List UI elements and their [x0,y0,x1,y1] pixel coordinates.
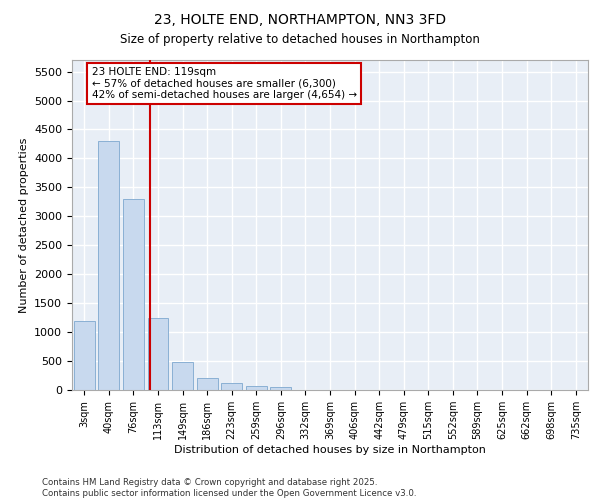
Bar [197,378,218,390]
Text: 23 HOLTE END: 119sqm
← 57% of detached houses are smaller (6,300)
42% of semi-de: 23 HOLTE END: 119sqm ← 57% of detached h… [92,67,357,100]
Bar [271,387,292,390]
Bar [221,383,242,390]
Text: Size of property relative to detached houses in Northampton: Size of property relative to detached ho… [120,32,480,46]
Bar [172,362,193,390]
Bar [98,141,119,390]
Y-axis label: Number of detached properties: Number of detached properties [19,138,29,312]
Bar [123,199,144,390]
X-axis label: Distribution of detached houses by size in Northampton: Distribution of detached houses by size … [174,445,486,455]
Bar [74,320,95,390]
Text: 23, HOLTE END, NORTHAMPTON, NN3 3FD: 23, HOLTE END, NORTHAMPTON, NN3 3FD [154,12,446,26]
Bar [148,318,169,390]
Bar [246,386,267,390]
Text: Contains HM Land Registry data © Crown copyright and database right 2025.
Contai: Contains HM Land Registry data © Crown c… [42,478,416,498]
